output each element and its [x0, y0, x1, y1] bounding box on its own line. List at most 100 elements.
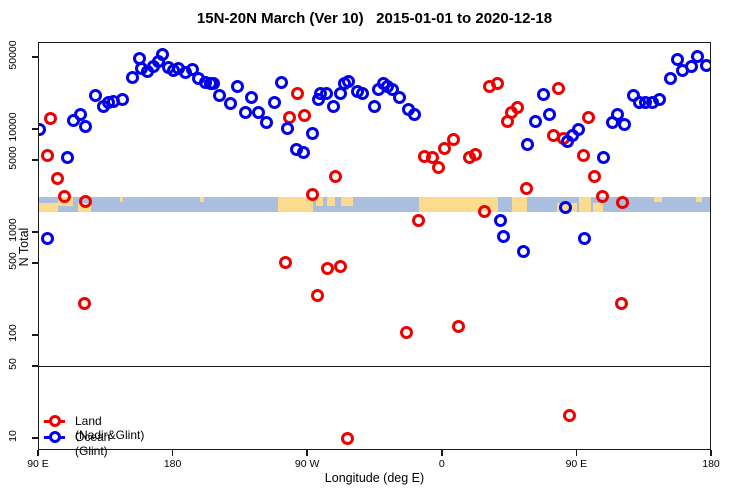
- data-point: [297, 146, 311, 160]
- data-point: [155, 48, 169, 62]
- data-point: [671, 52, 685, 66]
- data-point: [213, 89, 227, 103]
- data-point: [615, 297, 629, 311]
- data-point: [537, 88, 551, 102]
- data-point: [57, 190, 71, 204]
- data-point: [268, 95, 282, 109]
- data-point: [577, 149, 591, 163]
- data-point: [89, 89, 103, 103]
- x-tick-label: 180: [163, 458, 182, 470]
- data-point: [231, 79, 245, 93]
- plot-area: [38, 42, 711, 450]
- x-tick-label: 0: [438, 458, 445, 470]
- legend-label-ocean: Ocean (Glint): [75, 430, 111, 458]
- data-point: [74, 108, 88, 122]
- data-point: [41, 232, 55, 246]
- data-point: [367, 99, 381, 113]
- data-point: [51, 171, 65, 185]
- y-tick-label: 100: [7, 324, 19, 342]
- y-tick-label: 50000: [7, 40, 19, 70]
- data-point: [244, 91, 258, 105]
- x-tick: [441, 450, 443, 456]
- data-point: [438, 142, 452, 156]
- land-patch: [578, 196, 591, 212]
- data-point: [329, 169, 343, 183]
- data-point: [306, 127, 320, 141]
- x-axis-title: Longitude (deg E): [324, 471, 425, 485]
- reference-line-y50: [38, 366, 711, 367]
- land-circle-marker: [49, 415, 61, 427]
- latitude-map-band: [39, 196, 710, 212]
- land-patch: [696, 196, 703, 202]
- data-point: [517, 245, 531, 259]
- data-point: [116, 93, 130, 107]
- data-point: [664, 72, 678, 86]
- y-tick-label: 10000: [7, 112, 19, 142]
- data-point: [618, 117, 631, 131]
- y-tick: [32, 262, 38, 264]
- data-point: [578, 232, 592, 246]
- data-point: [529, 115, 543, 129]
- data-point: [280, 121, 294, 135]
- y-tick: [32, 159, 38, 161]
- x-tick-label: 180: [702, 458, 720, 470]
- data-point: [611, 107, 625, 121]
- data-point: [478, 205, 492, 219]
- y-tick: [32, 128, 38, 130]
- land-patch: [341, 196, 354, 206]
- land-patch: [315, 196, 324, 206]
- land-patch: [593, 202, 603, 212]
- x-tick: [575, 450, 578, 456]
- data-point: [491, 77, 505, 91]
- y-tick-label: 10: [7, 430, 19, 442]
- data-point: [341, 431, 355, 445]
- data-point: [44, 111, 58, 125]
- data-point: [691, 49, 705, 63]
- data-point: [493, 213, 507, 227]
- data-point: [60, 151, 74, 165]
- data-point: [572, 122, 586, 136]
- data-point: [432, 160, 446, 174]
- data-point: [684, 60, 698, 74]
- data-point: [78, 195, 92, 209]
- y-axis-title: N Total: [17, 227, 31, 267]
- y-tick: [32, 334, 38, 336]
- y-tick: [32, 56, 38, 58]
- land-patch: [39, 202, 58, 212]
- data-point: [274, 76, 288, 90]
- data-point: [238, 105, 252, 119]
- data-point: [653, 93, 667, 107]
- data-point: [558, 201, 572, 215]
- x-tick: [171, 450, 174, 456]
- data-point: [356, 87, 370, 101]
- data-point: [400, 326, 414, 340]
- data-point: [412, 214, 426, 228]
- land-patch: [277, 196, 313, 212]
- data-point: [223, 97, 237, 111]
- y-tick: [32, 437, 38, 439]
- data-point: [41, 149, 55, 163]
- data-point: [206, 77, 220, 91]
- data-point: [125, 71, 139, 85]
- data-point: [320, 87, 334, 101]
- data-point: [520, 181, 534, 195]
- data-point: [321, 261, 335, 275]
- data-point: [596, 190, 610, 204]
- data-point: [279, 256, 293, 270]
- data-point: [447, 133, 461, 147]
- legend-label-land: Land (Nadir&Glint): [75, 414, 145, 442]
- land-patch: [119, 196, 124, 202]
- x-tick-label: 90 W: [294, 458, 320, 470]
- data-point: [298, 109, 312, 123]
- y-tick: [32, 231, 38, 233]
- land-patch: [511, 196, 527, 212]
- data-point: [78, 119, 92, 133]
- x-tick: [710, 450, 712, 456]
- data-point: [543, 108, 557, 122]
- y-tick: [32, 365, 38, 367]
- land-patch: [199, 196, 204, 202]
- data-point: [327, 99, 341, 113]
- data-point: [77, 297, 91, 311]
- data-point: [392, 91, 406, 105]
